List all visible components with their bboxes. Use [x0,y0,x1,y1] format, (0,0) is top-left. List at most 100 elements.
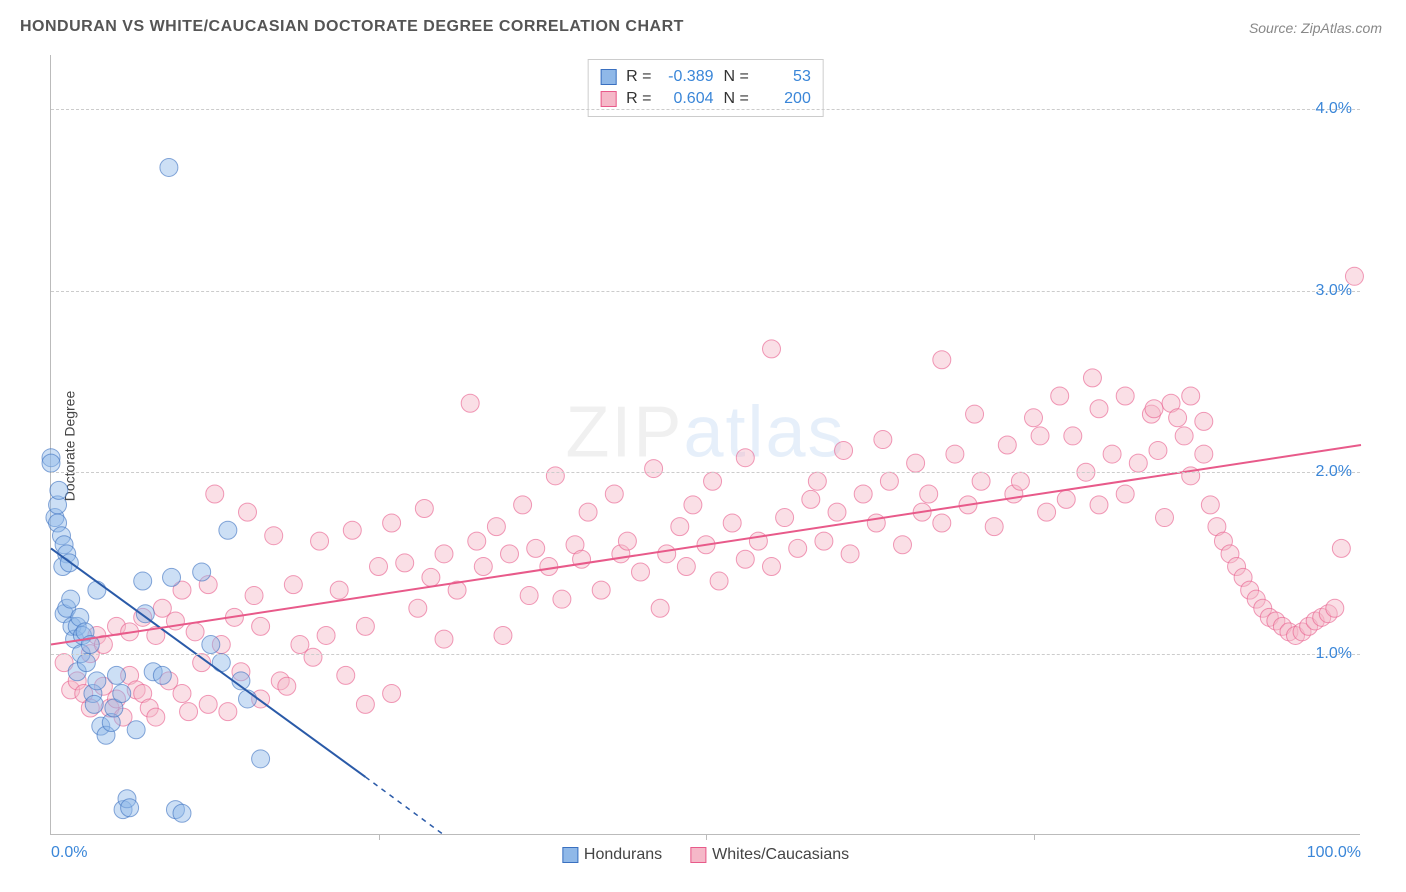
scatter-point [396,554,414,572]
gridline-h [51,109,1360,110]
scatter-point [1038,503,1056,521]
scatter-point [85,695,103,713]
source-value: ZipAtlas.com [1301,20,1382,36]
scatter-point [514,496,532,514]
scatter-point [704,472,722,490]
scatter-point [370,558,388,576]
scatter-point [841,545,859,563]
scatter-point [356,617,374,635]
bottom-swatch-hondurans [562,847,578,863]
bottom-legend: Hondurans Whites/Caucasians [562,846,849,864]
scatter-point [219,521,237,539]
scatter-point [88,672,106,690]
gridline-h [51,472,1360,473]
scatter-point [1090,496,1108,514]
scatter-point [494,626,512,644]
scatter-point [520,587,538,605]
scatter-point [1145,400,1163,418]
scatter-point [1332,539,1350,557]
scatter-point [985,518,1003,536]
scatter-point [1195,412,1213,430]
y-tick-label: 2.0% [1316,463,1352,481]
scatter-point [867,514,885,532]
scatter-point [317,626,335,644]
scatter-point [808,472,826,490]
scatter-point [202,636,220,654]
source-label: Source: [1249,20,1301,36]
x-tick-label: 100.0% [1307,844,1361,862]
scatter-point [193,563,211,581]
scatter-point [383,685,401,703]
scatter-point [684,496,702,514]
scatter-point [239,690,257,708]
scatter-point [1051,387,1069,405]
scatter-point [252,617,270,635]
scatter-point [1169,409,1187,427]
scatter-point [304,648,322,666]
scatter-point [723,514,741,532]
scatter-point [546,467,564,485]
scatter-point [763,558,781,576]
scatter-point [77,654,95,672]
scatter-point [186,623,204,641]
scatter-point [1175,427,1193,445]
scatter-point [776,509,794,527]
scatter-point [1326,599,1344,617]
bottom-label-1: Whites/Caucasians [712,846,849,863]
bottom-legend-item-hondurans: Hondurans [562,846,662,864]
scatter-point [933,351,951,369]
scatter-point [874,431,892,449]
scatter-point [284,576,302,594]
scatter-point [330,581,348,599]
scatter-point [1064,427,1082,445]
scatter-point [121,799,139,817]
scatter-point [553,590,571,608]
y-tick-label: 4.0% [1316,100,1352,118]
bottom-legend-item-whites: Whites/Caucasians [690,846,849,864]
chart-container: HONDURAN VS WHITE/CAUCASIAN DOCTORATE DE… [0,0,1406,892]
scatter-point [1182,387,1200,405]
scatter-point [163,568,181,586]
y-tick-label: 3.0% [1316,282,1352,300]
scatter-point [1195,445,1213,463]
scatter-point [763,340,781,358]
scatter-point [311,532,329,550]
gridline-h [51,291,1360,292]
scatter-point [854,485,872,503]
scatter-point [1011,472,1029,490]
y-tick-label: 1.0% [1316,645,1352,663]
scatter-point [199,695,217,713]
scatter-point [356,695,374,713]
scatter-point [605,485,623,503]
scatter-point [88,581,106,599]
scatter-point [173,804,191,822]
scatter-point [265,527,283,545]
scatter-point [1149,441,1167,459]
scatter-point [113,685,131,703]
scatter-point [933,514,951,532]
scatter-point [252,750,270,768]
scatter-point [815,532,833,550]
x-tick [379,834,380,840]
scatter-point [239,503,257,521]
scatter-point [966,405,984,423]
scatter-point [907,454,925,472]
bottom-label-0: Hondurans [584,846,662,863]
scatter-point [1156,509,1174,527]
scatter-point [180,703,198,721]
scatter-point [1116,387,1134,405]
scatter-point [972,472,990,490]
scatter-point [802,490,820,508]
scatter-point [579,503,597,521]
scatter-point [894,536,912,554]
scatter-point [671,518,689,536]
scatter-point [127,721,145,739]
chart-svg [51,55,1360,834]
scatter-point [108,666,126,684]
scatter-point [658,545,676,563]
scatter-point [645,460,663,478]
scatter-point [677,558,695,576]
scatter-point [42,454,60,472]
scatter-point [343,521,361,539]
scatter-point [527,539,545,557]
